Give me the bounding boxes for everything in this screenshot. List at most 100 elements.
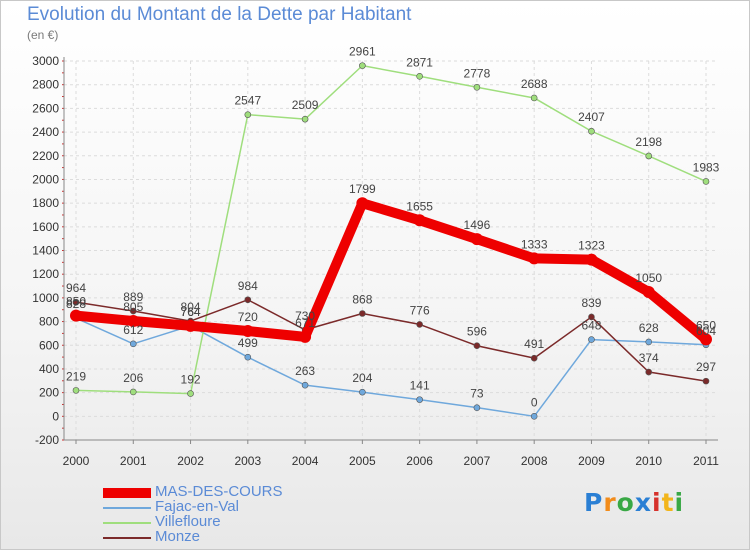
- data-label: 2198: [635, 135, 662, 149]
- x-tick-label: 2007: [464, 454, 491, 468]
- data-label: 612: [123, 323, 143, 337]
- data-point: [184, 319, 197, 332]
- legend-swatch: [103, 522, 151, 524]
- data-point: [585, 253, 598, 266]
- brand-logo-letter: i: [652, 488, 662, 517]
- y-tick-label: 1800: [32, 196, 59, 210]
- data-label: 2871: [406, 55, 433, 69]
- grid-lines: [64, 60, 718, 441]
- data-label: 374: [639, 351, 659, 365]
- data-point: [530, 354, 538, 362]
- data-point: [702, 178, 710, 185]
- data-label: 2688: [521, 77, 548, 91]
- data-point: [301, 381, 309, 389]
- x-tick-label: 2009: [578, 454, 605, 468]
- brand-logo-letter: o: [616, 488, 635, 517]
- series-lines: [70, 62, 712, 420]
- data-label: 1799: [349, 182, 376, 196]
- x-tick-label: 2004: [292, 454, 319, 468]
- data-label: 964: [66, 281, 86, 295]
- data-point: [588, 127, 595, 135]
- y-tick-label: 1000: [32, 291, 59, 305]
- data-label: 2509: [292, 98, 319, 112]
- data-point: [244, 296, 252, 304]
- data-point: [70, 309, 82, 322]
- data-point: [588, 313, 595, 321]
- data-point: [127, 314, 140, 327]
- brand-logo-letter: P: [584, 488, 604, 517]
- legend-label: Monze: [155, 528, 201, 545]
- data-label: 648: [581, 319, 601, 333]
- axes: -200 0 200 400 600 800 1000 1200 1400 1600 1800 200…: [32, 54, 719, 468]
- data-point: [187, 390, 194, 397]
- y-tick-label: 2000: [32, 172, 59, 186]
- data-point: [241, 325, 254, 338]
- data-label: 263: [295, 364, 315, 378]
- data-point: [359, 62, 366, 69]
- data-label: 1983: [693, 160, 720, 174]
- y-tick-label: 1600: [32, 220, 59, 234]
- x-tick-label: 2005: [349, 454, 376, 468]
- data-label: 1655: [406, 199, 433, 213]
- x-tick-label: 2003: [234, 454, 261, 468]
- y-tick-label: 800: [39, 315, 59, 329]
- data-label: 2961: [349, 45, 376, 59]
- series-line: [75, 317, 707, 418]
- brand-logo-letter: r: [603, 488, 617, 517]
- y-tick-label: 2600: [32, 101, 59, 115]
- data-point: [473, 83, 481, 91]
- x-tick-label: 2000: [63, 454, 90, 468]
- y-tick-label: -200: [35, 433, 59, 447]
- data-point: [416, 321, 423, 328]
- y-tick-label: 2200: [32, 149, 59, 163]
- data-point: [645, 152, 653, 160]
- y-tick-label: 600: [39, 338, 59, 352]
- data-label: 596: [467, 325, 487, 339]
- legend-label: Fajac-en-Val: [155, 498, 239, 515]
- data-point: [356, 197, 369, 210]
- y-tick-label: 1200: [32, 267, 59, 281]
- data-label: 868: [352, 293, 372, 307]
- data-point: [299, 330, 312, 343]
- data-point: [244, 111, 252, 118]
- legend-label: MAS-DES-COURS: [155, 483, 283, 500]
- series-mas-des-cours: [70, 197, 712, 346]
- data-point: [72, 387, 80, 394]
- data-point: [129, 340, 137, 348]
- data-label: 720: [238, 310, 258, 324]
- chart-unit-subtitle: (en €): [27, 28, 59, 42]
- data-label: 730: [295, 309, 315, 323]
- data-label: 73: [470, 387, 484, 401]
- chart-title: Evolution du Montant de la Dette par Hab…: [27, 4, 412, 25]
- data-point: [645, 338, 653, 346]
- data-point: [702, 377, 710, 385]
- data-label: 499: [238, 336, 258, 350]
- data-label: 192: [181, 373, 201, 387]
- y-tick-label: 3000: [32, 54, 59, 68]
- data-point: [700, 333, 712, 346]
- data-point: [530, 413, 538, 420]
- data-label: 219: [66, 369, 86, 383]
- x-tick-label: 2008: [521, 454, 548, 468]
- data-label: 650: [696, 318, 716, 332]
- brand-logo-letter: i: [674, 488, 685, 517]
- data-label: 491: [524, 337, 544, 351]
- data-labels: 850 805 764 720 671 1799 1655 1496 1333 1323 1050 6…: [66, 45, 720, 410]
- x-tick-label: 2006: [406, 454, 433, 468]
- data-point: [359, 388, 366, 396]
- data-point: [301, 115, 309, 123]
- y-tick-label: 1400: [32, 244, 59, 258]
- x-tick-label: 2010: [635, 454, 662, 468]
- legend-label: Villefloure: [155, 513, 221, 530]
- data-point: [129, 388, 137, 396]
- legend-swatch: [103, 488, 151, 498]
- data-point: [473, 404, 481, 411]
- data-label: 1323: [578, 239, 605, 253]
- y-tick-label: 200: [39, 386, 59, 400]
- data-point: [473, 342, 481, 350]
- data-label: 828: [66, 297, 86, 311]
- series-line: [75, 299, 707, 382]
- data-label: 604: [696, 324, 716, 338]
- data-point: [645, 368, 653, 376]
- y-tick-label: 0: [52, 409, 59, 423]
